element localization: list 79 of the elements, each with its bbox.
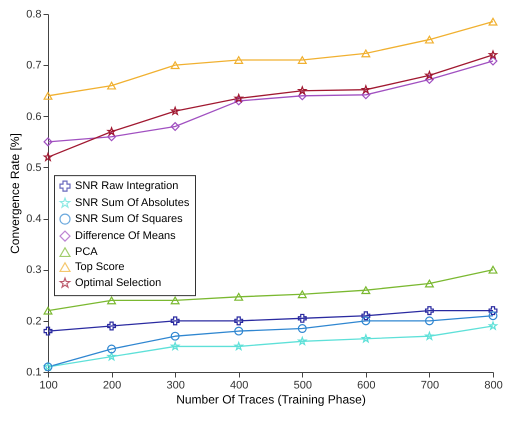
point xyxy=(234,96,244,106)
x-tick-label: 300 xyxy=(166,380,185,392)
y-tick-label: 0.1 xyxy=(26,366,42,378)
x-tick-label: 700 xyxy=(420,380,440,392)
point xyxy=(44,326,52,336)
point xyxy=(234,342,243,350)
point xyxy=(107,322,116,330)
legend-label: Difference Of Means xyxy=(75,230,176,242)
legend-label: Optimal Selection xyxy=(75,277,162,290)
point xyxy=(170,342,180,350)
point xyxy=(424,280,434,288)
point xyxy=(361,90,370,100)
point xyxy=(170,61,180,70)
point xyxy=(298,86,307,94)
point xyxy=(298,290,307,298)
point xyxy=(170,332,180,341)
point xyxy=(107,352,116,360)
point xyxy=(362,334,370,342)
y-tick-label: 0.6 xyxy=(26,110,42,123)
point xyxy=(361,316,370,326)
x-tick-label: 800 xyxy=(484,380,503,392)
point xyxy=(170,316,180,326)
point xyxy=(361,49,370,58)
point xyxy=(44,92,52,100)
point xyxy=(488,266,498,274)
point xyxy=(234,326,244,336)
point xyxy=(298,314,307,323)
legend-label: SNR Sum Of Absolutes xyxy=(75,197,190,210)
legend-label: Top Score xyxy=(75,261,125,274)
x-axis-title: Number Of Traces (Training Phase) xyxy=(176,392,366,406)
point xyxy=(298,324,307,333)
y-tick-label: 0.2 xyxy=(26,315,42,328)
point xyxy=(488,50,498,59)
x-tick-label: 400 xyxy=(230,380,248,392)
point xyxy=(107,132,116,142)
legend-label: PCA xyxy=(75,246,98,258)
point xyxy=(107,296,116,304)
point xyxy=(234,56,244,64)
point xyxy=(488,18,498,26)
point xyxy=(107,82,116,90)
point xyxy=(107,344,116,354)
point xyxy=(424,306,434,316)
point xyxy=(488,56,498,66)
y-axis-title: Convergence Rate [%] xyxy=(8,133,22,254)
point xyxy=(298,56,307,64)
point xyxy=(44,306,52,315)
x-tick-label: 600 xyxy=(357,380,376,392)
x-tick-label: 100 xyxy=(39,380,58,392)
point xyxy=(44,152,52,161)
point xyxy=(298,336,307,346)
point xyxy=(362,85,370,94)
y-tick-label: 0.3 xyxy=(26,264,42,276)
point xyxy=(170,296,180,304)
point xyxy=(298,91,307,100)
y-tick-label: 0.8 xyxy=(26,8,42,20)
point xyxy=(234,292,244,301)
point xyxy=(234,316,244,326)
legend-label: SNR Raw Integration xyxy=(75,180,178,192)
point xyxy=(488,311,498,320)
point xyxy=(488,322,498,330)
y-tick-label: 0.4 xyxy=(26,213,42,226)
point xyxy=(425,70,434,80)
point xyxy=(107,127,116,136)
point xyxy=(44,137,52,146)
y-tick-label: 0.7 xyxy=(26,60,42,72)
point xyxy=(234,94,243,102)
point xyxy=(424,36,434,44)
point xyxy=(361,286,370,294)
point xyxy=(424,74,434,84)
point xyxy=(170,122,180,131)
point xyxy=(424,316,434,326)
point xyxy=(361,311,370,320)
x-tick-label: 500 xyxy=(294,380,312,392)
legend-label: SNR Sum Of Squares xyxy=(75,213,184,226)
point xyxy=(488,306,498,316)
y-tick-label: 0.5 xyxy=(26,162,42,174)
point xyxy=(425,332,434,340)
point xyxy=(170,106,180,115)
x-tick-label: 200 xyxy=(102,380,122,392)
